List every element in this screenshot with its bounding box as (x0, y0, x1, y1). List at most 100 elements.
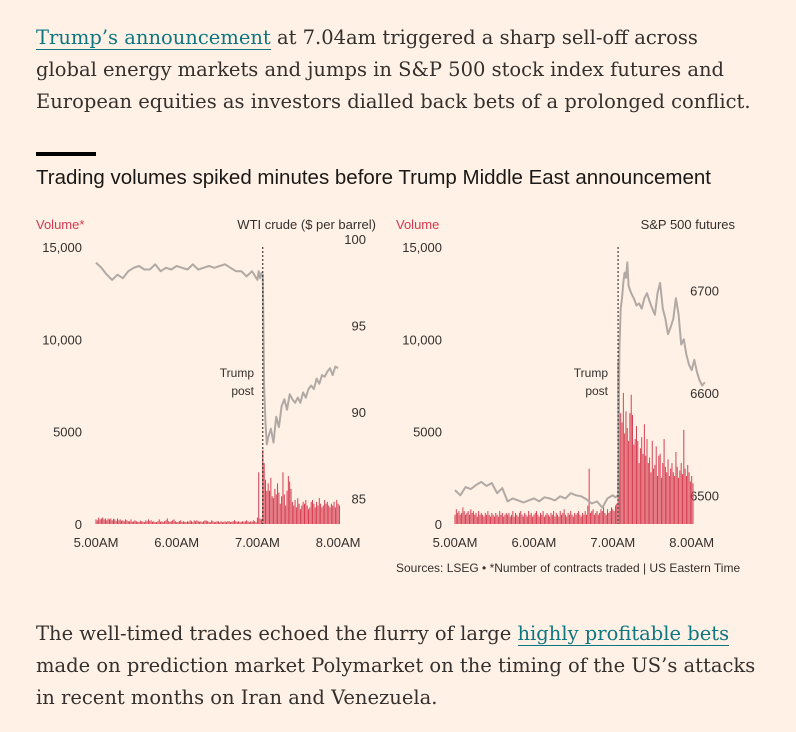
volume-bar (678, 477, 680, 524)
volume-bar (295, 507, 297, 524)
volume-bar (607, 509, 609, 524)
y-left-tick-label: 15,000 (42, 240, 82, 255)
volume-bar (547, 514, 549, 524)
volume-bar (99, 519, 101, 524)
volume-bar (328, 505, 330, 524)
volume-bar (216, 521, 218, 524)
volume-bar (279, 503, 281, 524)
volume-bar (293, 505, 295, 524)
volume-bar (156, 522, 158, 524)
y-right-tick-label: 95 (352, 319, 366, 334)
price-line (95, 261, 339, 446)
volume-bar (338, 505, 340, 524)
volume-bar (182, 521, 184, 524)
volume-bar (564, 514, 566, 524)
volume-bar (259, 518, 261, 524)
volume-bar (462, 507, 464, 524)
volume-bar (170, 521, 172, 524)
outro-text-after: made on prediction market Polymarket on … (36, 654, 756, 709)
volume-bar (282, 472, 284, 524)
volume-bar (493, 516, 495, 524)
volume-bar (310, 501, 312, 524)
volume-bar (220, 521, 222, 524)
y-left-tick-label: 15,000 (402, 240, 442, 255)
volume-bar (123, 521, 125, 524)
volume-bar (106, 520, 108, 524)
left-axis-label: Volume (396, 217, 439, 232)
volume-bar (646, 439, 648, 524)
y-left-tick-label: 10,000 (402, 332, 442, 347)
volume-bar (537, 514, 539, 524)
volume-bar (169, 521, 171, 524)
volume-bar (191, 521, 192, 524)
volume-bar (521, 514, 523, 524)
volume-bar (177, 521, 179, 524)
volume-bar (181, 522, 183, 524)
volume-bar (247, 521, 249, 524)
volume-bar (566, 516, 568, 524)
volume-bar (553, 511, 555, 524)
volume-bar (633, 444, 635, 524)
volume-bar (459, 514, 461, 524)
profitable-bets-link[interactable]: highly profitable bets (517, 622, 730, 646)
trump-announcement-link[interactable]: Trump’s announcement (36, 26, 271, 50)
volume-bar (234, 520, 236, 524)
volume-bar (529, 514, 531, 524)
volume-bar (248, 522, 250, 524)
volume-bar (110, 518, 112, 524)
outro-text-before: The well-timed trades echoed the flurry … (36, 622, 518, 645)
volume-bar (162, 522, 164, 524)
volume-bar (466, 512, 468, 524)
volume-bar (643, 424, 645, 524)
volume-bar (139, 520, 141, 524)
volume-bar (584, 511, 586, 524)
volume-bar (173, 519, 175, 524)
volume-bar (246, 520, 248, 524)
right-axis-label: S&P 500 futures (641, 217, 736, 232)
volume-bar (680, 463, 682, 524)
volume-bar (145, 520, 147, 524)
volume-bar (525, 514, 527, 524)
volume-bar (205, 520, 207, 524)
volume-bar (676, 466, 678, 524)
volume-bar (660, 477, 662, 524)
volume-bar (546, 512, 548, 524)
volume-bar (242, 521, 244, 524)
chart-title: Trading volumes spiked minutes before Tr… (36, 166, 711, 189)
volume-bar (200, 521, 202, 524)
volume-bar (308, 509, 309, 524)
price-line (454, 261, 706, 509)
volume-bar (580, 516, 582, 524)
y-right-tick-label: 6700 (690, 283, 719, 298)
volume-bar (316, 501, 318, 524)
volume-bar (461, 512, 463, 524)
volume-bar (624, 433, 626, 524)
volume-bar (150, 520, 152, 524)
volume-bar (608, 512, 610, 524)
volume-bar (186, 521, 188, 524)
volume-bar (593, 514, 595, 524)
volume-bar (224, 521, 226, 524)
volume-bar (533, 514, 535, 524)
volume-bar (158, 519, 160, 524)
volume-bar (474, 514, 476, 524)
volume-bar (487, 511, 489, 524)
volume-bar (600, 509, 602, 524)
volume-bar (266, 490, 268, 524)
volume-bar (657, 475, 658, 524)
volume-bar (197, 521, 199, 524)
volume-bar (317, 505, 319, 524)
volume-bar (659, 453, 661, 524)
volume-bar (655, 446, 657, 524)
volume-bar (515, 512, 516, 524)
volume-bar (582, 512, 584, 524)
volume-bar (500, 514, 502, 524)
volume-bar (149, 521, 151, 524)
volume-bar (609, 511, 611, 524)
volume-bar (454, 514, 456, 524)
volume-bar (334, 507, 336, 524)
volume-bar (236, 521, 238, 524)
volume-bar (184, 521, 186, 524)
volume-bar (486, 514, 488, 524)
volume-bar (203, 521, 205, 524)
